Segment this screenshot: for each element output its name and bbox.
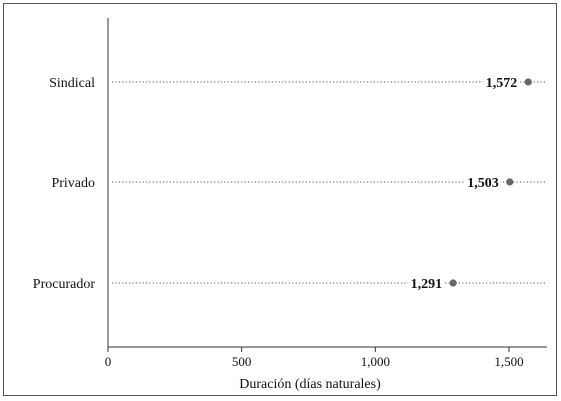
x-ticks: 0 500 1,000 1,500 xyxy=(105,347,524,369)
value-label: 1,572 xyxy=(486,76,518,91)
value-labels: 1,572 1,503 1,291 xyxy=(408,73,520,292)
category-label: Procurador xyxy=(33,277,96,292)
x-tick-label: 1,500 xyxy=(494,354,523,369)
value-label-background xyxy=(408,274,445,292)
value-label-background xyxy=(483,73,520,91)
data-point xyxy=(449,279,457,287)
dot-chart: 0 500 1,000 1,500 Sindical Privado Procurador… xyxy=(33,18,547,392)
chart-frame: 0 500 1,000 1,500 Sindical Privado Procurador… xyxy=(3,3,557,396)
data-point xyxy=(506,178,514,186)
data-points xyxy=(449,78,532,287)
value-label-background xyxy=(464,173,501,191)
category-labels: Sindical Privado Procurador xyxy=(33,76,96,292)
category-label: Privado xyxy=(51,176,95,191)
category-label: Sindical xyxy=(49,76,95,91)
x-tick-label: 500 xyxy=(232,354,252,369)
data-point xyxy=(524,78,532,86)
value-label: 1,503 xyxy=(467,176,499,191)
guide-lines xyxy=(112,81,547,284)
x-axis-title: Duración (días naturales) xyxy=(239,377,381,392)
x-tick-label: 0 xyxy=(105,354,112,369)
value-label: 1,291 xyxy=(411,277,443,292)
x-tick-label: 1,000 xyxy=(361,354,390,369)
